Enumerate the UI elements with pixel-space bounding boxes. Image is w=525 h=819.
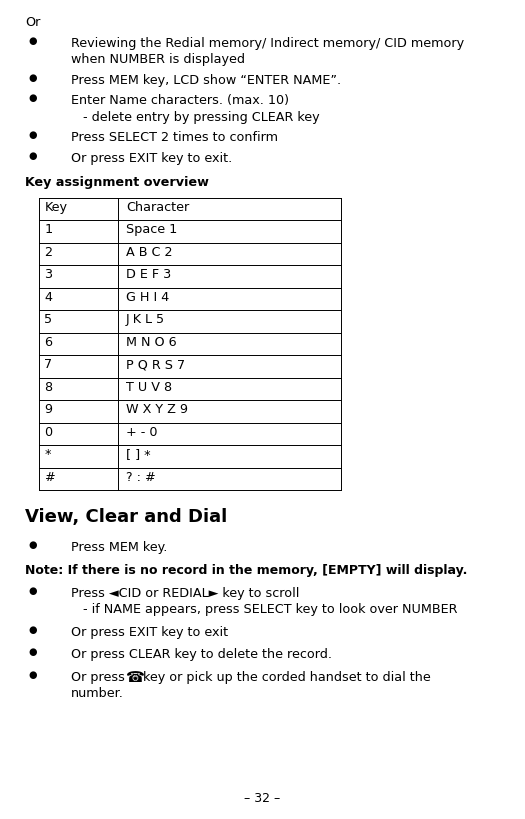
Text: Character: Character	[126, 201, 190, 214]
Text: Or: Or	[25, 16, 40, 29]
Text: 1: 1	[45, 223, 52, 236]
Text: Key assignment overview: Key assignment overview	[25, 176, 209, 189]
Text: P Q R S 7: P Q R S 7	[126, 358, 185, 371]
Text: 2: 2	[45, 246, 52, 259]
Text: ●: ●	[29, 586, 37, 596]
Text: - delete entry by pressing CLEAR key: - delete entry by pressing CLEAR key	[71, 111, 320, 124]
Text: - if NAME appears, press SELECT key to look over NUMBER: - if NAME appears, press SELECT key to l…	[71, 604, 457, 617]
Text: ●: ●	[29, 35, 37, 46]
Text: 8: 8	[45, 381, 52, 394]
Text: key or pick up the corded handset to dial the: key or pick up the corded handset to dia…	[143, 671, 430, 684]
Text: Note: If there is no record in the memory, [EMPTY] will display.: Note: If there is no record in the memor…	[25, 563, 468, 577]
Text: *: *	[45, 448, 51, 461]
Text: View, Clear and Dial: View, Clear and Dial	[25, 509, 227, 527]
Text: Press SELECT 2 times to confirm: Press SELECT 2 times to confirm	[71, 131, 278, 144]
Text: 9: 9	[45, 403, 52, 416]
Text: 7: 7	[45, 358, 52, 371]
Text: number.: number.	[71, 687, 124, 700]
Text: ●: ●	[29, 93, 37, 103]
Text: W X Y Z 9: W X Y Z 9	[126, 403, 188, 416]
Text: D E F 3: D E F 3	[126, 268, 171, 281]
Text: [ ] *: [ ] *	[126, 448, 151, 461]
Text: Enter Name characters. (max. 10): Enter Name characters. (max. 10)	[71, 94, 289, 107]
Text: + - 0: + - 0	[126, 426, 158, 439]
Text: ●: ●	[29, 670, 37, 680]
Text: Press ◄CID or REDIAL► key to scroll: Press ◄CID or REDIAL► key to scroll	[71, 587, 299, 600]
Text: Space 1: Space 1	[126, 223, 177, 236]
Text: J K L 5: J K L 5	[126, 313, 165, 326]
Text: Press MEM key.: Press MEM key.	[71, 541, 167, 554]
Text: ●: ●	[29, 151, 37, 161]
Text: ●: ●	[29, 73, 37, 83]
Text: Press MEM key, LCD show “ENTER NAME”.: Press MEM key, LCD show “ENTER NAME”.	[71, 74, 341, 87]
Text: ☎: ☎	[126, 670, 145, 685]
Text: 5: 5	[45, 313, 52, 326]
Text: Key: Key	[45, 201, 67, 214]
Text: Or press EXIT key to exit.: Or press EXIT key to exit.	[71, 152, 232, 165]
Text: Or press EXIT key to exit: Or press EXIT key to exit	[71, 626, 228, 639]
Text: 6: 6	[45, 336, 52, 349]
Text: #: #	[45, 471, 55, 483]
Text: ●: ●	[29, 625, 37, 635]
Text: 3: 3	[45, 268, 52, 281]
Text: M N O 6: M N O 6	[126, 336, 177, 349]
Text: Or press: Or press	[71, 671, 125, 684]
Text: ●: ●	[29, 130, 37, 140]
Text: ? : #: ? : #	[126, 471, 156, 483]
Text: ●: ●	[29, 647, 37, 658]
Text: ●: ●	[29, 541, 37, 550]
Text: 0: 0	[45, 426, 52, 439]
Text: A B C 2: A B C 2	[126, 246, 173, 259]
Text: T U V 8: T U V 8	[126, 381, 172, 394]
Text: Reviewing the Redial memory/ Indirect memory/ CID memory: Reviewing the Redial memory/ Indirect me…	[71, 37, 464, 50]
Text: when NUMBER is displayed: when NUMBER is displayed	[71, 53, 245, 66]
Text: – 32 –: – 32 –	[244, 792, 280, 805]
Text: 4: 4	[45, 291, 52, 304]
Text: G H I 4: G H I 4	[126, 291, 170, 304]
Text: Or press CLEAR key to delete the record.: Or press CLEAR key to delete the record.	[71, 649, 332, 661]
